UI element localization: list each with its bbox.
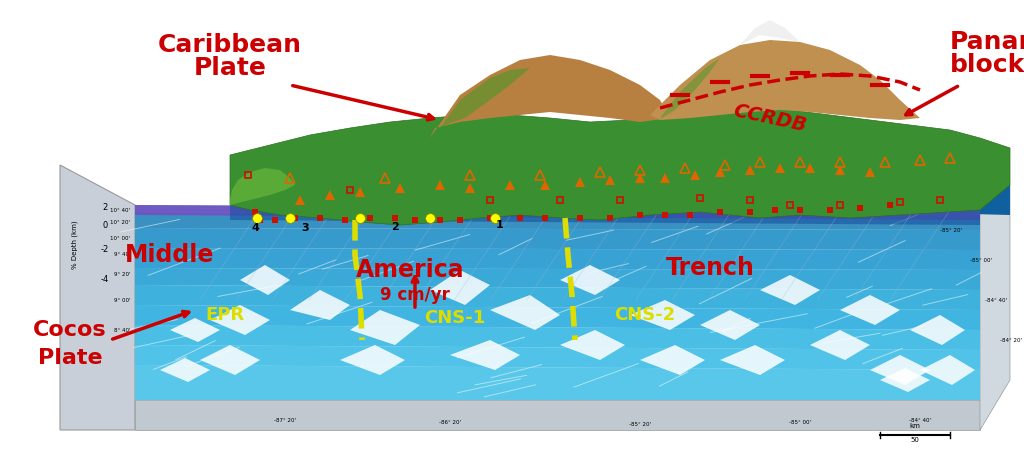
Polygon shape bbox=[660, 58, 720, 118]
Polygon shape bbox=[210, 305, 270, 335]
Polygon shape bbox=[980, 185, 1010, 430]
Polygon shape bbox=[135, 305, 980, 330]
Polygon shape bbox=[630, 300, 695, 330]
Polygon shape bbox=[135, 268, 980, 290]
Text: -85° 20': -85° 20' bbox=[629, 422, 651, 427]
Text: -85° 20': -85° 20' bbox=[940, 228, 962, 233]
Text: 10° 00': 10° 00' bbox=[110, 235, 130, 240]
Polygon shape bbox=[920, 355, 975, 385]
Polygon shape bbox=[450, 340, 520, 370]
Text: block: block bbox=[950, 53, 1024, 77]
Text: -85° 00': -85° 00' bbox=[790, 419, 811, 424]
Polygon shape bbox=[240, 265, 290, 295]
Text: Caribbean: Caribbean bbox=[158, 33, 302, 57]
Polygon shape bbox=[810, 330, 870, 360]
Polygon shape bbox=[430, 55, 670, 138]
Polygon shape bbox=[700, 310, 760, 340]
Polygon shape bbox=[340, 345, 406, 375]
Text: 4: 4 bbox=[251, 223, 259, 233]
Polygon shape bbox=[60, 165, 135, 430]
Text: 1: 1 bbox=[496, 220, 504, 230]
Text: CCRDB: CCRDB bbox=[731, 101, 809, 135]
Polygon shape bbox=[135, 248, 980, 270]
Polygon shape bbox=[230, 205, 980, 225]
Text: 9° 20': 9° 20' bbox=[114, 273, 130, 278]
Text: -87° 20': -87° 20' bbox=[274, 418, 296, 423]
Text: 8° 40': 8° 40' bbox=[114, 328, 130, 333]
Text: Trench: Trench bbox=[666, 256, 755, 280]
Text: -84° 40': -84° 40' bbox=[909, 418, 931, 423]
Polygon shape bbox=[230, 168, 295, 205]
Polygon shape bbox=[840, 295, 900, 325]
Polygon shape bbox=[170, 318, 220, 342]
Text: 10° 40': 10° 40' bbox=[110, 207, 130, 212]
Polygon shape bbox=[135, 325, 980, 350]
Polygon shape bbox=[135, 228, 980, 250]
Polygon shape bbox=[760, 275, 820, 305]
Polygon shape bbox=[135, 212, 980, 230]
Polygon shape bbox=[290, 290, 350, 320]
Text: America: America bbox=[355, 258, 464, 282]
Polygon shape bbox=[430, 270, 490, 305]
Polygon shape bbox=[910, 315, 965, 345]
Polygon shape bbox=[135, 205, 980, 220]
Polygon shape bbox=[200, 345, 260, 375]
Text: 0: 0 bbox=[102, 220, 108, 230]
Text: CNS-2: CNS-2 bbox=[614, 306, 676, 324]
Text: Plate: Plate bbox=[194, 56, 266, 80]
Polygon shape bbox=[560, 330, 625, 360]
Text: Middle: Middle bbox=[125, 243, 215, 267]
Polygon shape bbox=[350, 310, 420, 345]
Text: km: km bbox=[909, 423, 921, 429]
Polygon shape bbox=[135, 205, 980, 400]
Polygon shape bbox=[720, 345, 785, 375]
Polygon shape bbox=[135, 285, 980, 310]
Text: 10° 20': 10° 20' bbox=[110, 220, 130, 225]
Text: -2: -2 bbox=[101, 246, 110, 255]
Text: -84° 40': -84° 40' bbox=[985, 297, 1007, 302]
Polygon shape bbox=[490, 295, 560, 330]
Polygon shape bbox=[230, 155, 1010, 215]
Text: Plate: Plate bbox=[38, 348, 102, 368]
Text: CNS-1: CNS-1 bbox=[424, 309, 485, 327]
Text: Panama: Panama bbox=[950, 30, 1024, 54]
Text: 2: 2 bbox=[391, 222, 399, 232]
Text: 9 cm/yr: 9 cm/yr bbox=[380, 286, 450, 304]
Text: -84° 20': -84° 20' bbox=[1000, 338, 1022, 342]
Text: 9° 40': 9° 40' bbox=[114, 252, 130, 257]
Text: Cocos: Cocos bbox=[33, 320, 106, 340]
Text: 3: 3 bbox=[301, 223, 309, 233]
Text: 50: 50 bbox=[910, 437, 920, 443]
Polygon shape bbox=[135, 400, 980, 430]
Text: -85° 00': -85° 00' bbox=[970, 257, 992, 262]
Text: % Depth (km): % Depth (km) bbox=[72, 220, 78, 269]
Polygon shape bbox=[870, 355, 930, 385]
Text: 2: 2 bbox=[102, 203, 108, 212]
Polygon shape bbox=[135, 365, 980, 400]
Polygon shape bbox=[230, 108, 1010, 225]
Polygon shape bbox=[740, 20, 800, 45]
Polygon shape bbox=[440, 68, 530, 128]
Polygon shape bbox=[135, 205, 980, 215]
Text: EPR: EPR bbox=[206, 306, 245, 324]
Text: -4: -4 bbox=[101, 275, 110, 284]
Text: 9° 00': 9° 00' bbox=[114, 297, 130, 302]
Polygon shape bbox=[135, 345, 980, 370]
Polygon shape bbox=[650, 40, 920, 120]
Polygon shape bbox=[640, 345, 705, 375]
Polygon shape bbox=[880, 368, 930, 392]
Text: -86° 20': -86° 20' bbox=[439, 419, 461, 424]
Polygon shape bbox=[160, 358, 210, 382]
Polygon shape bbox=[560, 265, 620, 295]
